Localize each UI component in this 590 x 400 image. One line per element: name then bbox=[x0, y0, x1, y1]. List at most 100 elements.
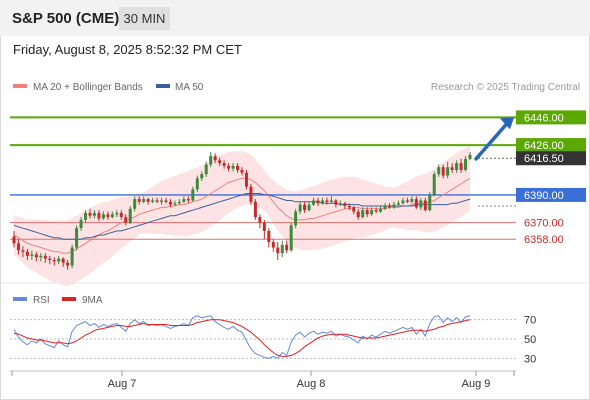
candle-body bbox=[43, 255, 47, 259]
price-level-label-1: 6426.00 bbox=[524, 140, 564, 152]
candle-body bbox=[240, 170, 244, 173]
instrument-title: S&P 500 (CME) bbox=[12, 10, 120, 27]
candle-body bbox=[361, 210, 365, 218]
candle-body bbox=[101, 214, 105, 219]
candle-body bbox=[48, 258, 52, 260]
x-tick-label-2: Aug 9 bbox=[462, 378, 491, 390]
price-level-tag-1 bbox=[516, 138, 586, 153]
candle-body bbox=[468, 154, 472, 159]
candle-body bbox=[119, 212, 123, 218]
candle-body bbox=[16, 243, 20, 251]
candle-body bbox=[338, 203, 342, 205]
candle-body bbox=[320, 200, 324, 204]
rsi-tick-label-0: 70 bbox=[524, 315, 536, 327]
rsi-ma-line bbox=[13, 319, 471, 357]
candle-body bbox=[70, 247, 74, 266]
candle-body bbox=[276, 247, 280, 254]
candle-body bbox=[262, 222, 266, 231]
timeframe-button[interactable]: 30 MIN bbox=[119, 7, 170, 30]
candle-body bbox=[133, 199, 137, 209]
rsi-ma-legend-swatch bbox=[62, 297, 76, 301]
candle-body bbox=[437, 167, 441, 175]
candle-body bbox=[267, 230, 271, 242]
ma50-legend-swatch bbox=[156, 84, 170, 88]
price-level-tag-2 bbox=[516, 151, 586, 166]
ma20-legend-swatch bbox=[13, 84, 27, 88]
candle-body bbox=[271, 242, 275, 248]
candle-body bbox=[177, 201, 181, 204]
candle-body bbox=[450, 167, 454, 170]
candle-body bbox=[57, 258, 61, 262]
candle-body bbox=[168, 201, 172, 205]
candle-body bbox=[253, 201, 257, 218]
rsi-tick-label-1: 50 bbox=[524, 334, 536, 346]
candle-body bbox=[61, 258, 65, 263]
rsi-line bbox=[13, 315, 471, 359]
candle-body bbox=[396, 203, 400, 205]
rsi-indicator: 70 50 30 bbox=[10, 315, 536, 365]
candle-body bbox=[325, 200, 329, 202]
header-bar: S&P 500 (CME) 30 MIN bbox=[0, 0, 590, 36]
candle-body bbox=[160, 200, 164, 202]
candle-body bbox=[66, 262, 70, 266]
price-level-label-3: 6390.00 bbox=[524, 190, 564, 202]
candle-body bbox=[432, 174, 436, 195]
candle-body bbox=[79, 219, 83, 229]
candle-body bbox=[106, 214, 110, 218]
candle-body bbox=[164, 200, 168, 202]
price-level-label-2: 6416.50 bbox=[524, 153, 564, 165]
candle-body bbox=[146, 199, 150, 202]
candle-body bbox=[356, 211, 360, 218]
candle-body bbox=[21, 250, 25, 252]
candle-body bbox=[289, 225, 293, 251]
candle-body bbox=[137, 199, 141, 202]
candle-body bbox=[446, 167, 450, 176]
candle-body bbox=[142, 199, 146, 202]
candle-body bbox=[455, 163, 459, 170]
bollinger-band bbox=[14, 145, 470, 286]
rsi-legend-label: RSI bbox=[33, 295, 50, 306]
x-tick-label-0: Aug 7 bbox=[108, 378, 137, 390]
candle-body bbox=[441, 167, 445, 176]
price-level-label-4: 6370.00 bbox=[524, 218, 564, 230]
candle-body bbox=[52, 260, 56, 262]
candle-body bbox=[34, 254, 38, 258]
candle-body bbox=[280, 244, 284, 254]
candle-body bbox=[92, 212, 96, 216]
candle-body bbox=[298, 204, 302, 212]
forecast-arrow-shaft bbox=[474, 120, 510, 161]
candle-body bbox=[285, 244, 289, 251]
candle-body bbox=[186, 199, 190, 201]
candle-body bbox=[405, 200, 409, 202]
price-level-tag-0 bbox=[516, 110, 586, 125]
candle-body bbox=[316, 200, 320, 204]
candle-body bbox=[307, 204, 311, 211]
candle-body bbox=[128, 208, 132, 223]
candle-body bbox=[84, 212, 88, 220]
ma50-legend-label: MA 50 bbox=[175, 82, 204, 93]
forecast-arrow bbox=[474, 117, 514, 161]
candle-body bbox=[329, 200, 333, 202]
candle-body bbox=[39, 255, 43, 258]
candle-body bbox=[182, 199, 186, 202]
forecast-arrow-head bbox=[500, 117, 514, 130]
candle-body bbox=[213, 156, 217, 161]
candle-body bbox=[383, 206, 387, 209]
candle-body bbox=[388, 206, 392, 208]
candle-body bbox=[414, 199, 418, 208]
candle-body bbox=[75, 228, 79, 248]
candle-body bbox=[294, 211, 298, 226]
candle-body bbox=[209, 156, 213, 165]
candle-body bbox=[191, 189, 195, 201]
candle-body bbox=[258, 217, 262, 223]
candle-body bbox=[370, 210, 374, 215]
candle-body bbox=[12, 236, 16, 244]
candle-body bbox=[195, 178, 199, 190]
watermark: Research © 2025 Trading Central bbox=[431, 82, 580, 93]
candle-body bbox=[227, 165, 231, 169]
candle-body bbox=[303, 204, 307, 211]
candle-body bbox=[428, 194, 432, 211]
candle-body bbox=[236, 165, 240, 170]
